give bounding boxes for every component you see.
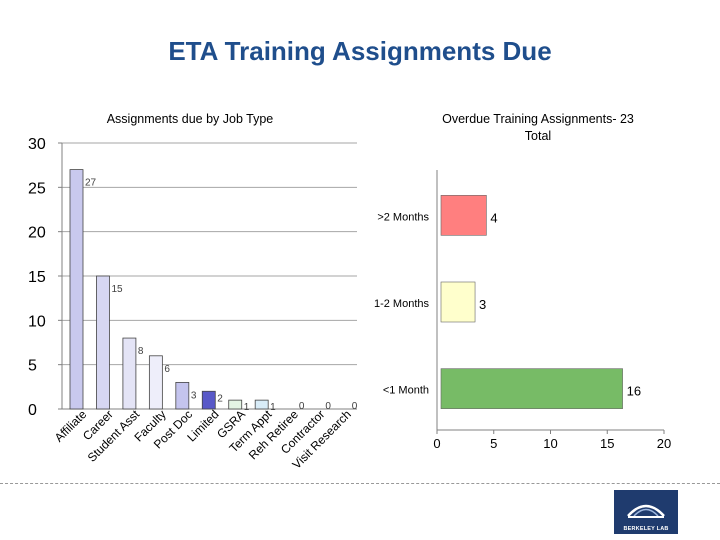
bar-career xyxy=(96,275,110,410)
charts-canvas: Assignments due by Job Type 051015202530… xyxy=(28,112,671,472)
data-label: 8 xyxy=(138,346,144,357)
y-tick-label: 25 xyxy=(28,180,46,197)
category-label: >2 Months xyxy=(377,211,429,223)
bar-affiliate xyxy=(69,169,84,410)
data-label: 4 xyxy=(490,210,497,225)
footer-divider xyxy=(0,483,720,484)
data-label: 27 xyxy=(85,178,97,189)
data-label: 0 xyxy=(352,401,358,412)
overdue-bars xyxy=(440,195,623,409)
bar-over-2-months xyxy=(440,195,487,236)
x-tick-label: 5 xyxy=(490,436,497,451)
data-label: 3 xyxy=(479,297,486,312)
bar-term-appt xyxy=(254,399,269,410)
bar-student-asst xyxy=(122,337,137,410)
job-type-data-labels: 27 15 8 6 3 2 1 1 0 0 0 xyxy=(85,178,358,414)
x-tick-label: 20 xyxy=(657,436,671,451)
bar-gsra xyxy=(228,399,243,410)
y-tick-label: 10 xyxy=(28,313,46,330)
bar-faculty xyxy=(148,355,163,410)
x-tick-label: Affiliate xyxy=(52,407,90,445)
overdue-chart-title-line-2: Total xyxy=(525,129,551,143)
x-tick-label: 15 xyxy=(600,436,614,451)
bar-1-2-months xyxy=(440,281,476,323)
data-label: 6 xyxy=(164,364,170,375)
overdue-category-labels: >2 Months 1-2 Months <1 Month xyxy=(374,211,430,396)
y-tick-label: 20 xyxy=(28,225,46,242)
data-label: 1 xyxy=(244,402,250,413)
job-type-chart-title: Assignments due by Job Type xyxy=(107,112,274,126)
overdue-chart-title-line-1: Overdue Training Assignments- 23 xyxy=(442,112,634,126)
bar-post-doc xyxy=(175,381,190,410)
data-label: 0 xyxy=(325,401,331,412)
logo-text: BERKELEY LAB xyxy=(623,526,669,532)
y-tick-label: 0 xyxy=(28,402,37,419)
category-label: <1 Month xyxy=(383,385,429,397)
data-label: 15 xyxy=(111,284,123,295)
x-tick-label: 0 xyxy=(433,436,440,451)
data-label: 16 xyxy=(627,384,641,399)
data-label: 1 xyxy=(270,402,276,413)
job-type-bars xyxy=(69,169,269,410)
data-label: 0 xyxy=(299,401,305,412)
y-tick-label: 15 xyxy=(28,269,46,286)
job-type-y-ticks: 0 5 10 15 20 25 30 xyxy=(28,136,46,419)
job-type-bar-chart: Assignments due by Job Type 051015202530… xyxy=(28,112,358,472)
berkeley-lab-logo: BERKELEY LAB xyxy=(614,490,678,534)
page-title: ETA Training Assignments Due xyxy=(168,36,552,66)
job-type-gridlines xyxy=(58,142,357,410)
data-label: 3 xyxy=(191,390,197,401)
bar-under-1-month xyxy=(440,368,623,409)
overdue-data-labels: 4 3 16 xyxy=(479,210,641,398)
bar-limited xyxy=(201,390,216,410)
data-label: 2 xyxy=(217,393,223,404)
y-tick-label: 30 xyxy=(28,136,46,153)
y-tick-label: 5 xyxy=(28,358,37,375)
overdue-axis xyxy=(436,170,665,434)
overdue-bar-chart: Overdue Training Assignments- 23 Total 4… xyxy=(374,112,671,451)
category-label: 1-2 Months xyxy=(374,298,430,310)
x-tick-label: 10 xyxy=(543,436,557,451)
overdue-x-ticks: 0 5 10 15 20 xyxy=(433,436,671,451)
